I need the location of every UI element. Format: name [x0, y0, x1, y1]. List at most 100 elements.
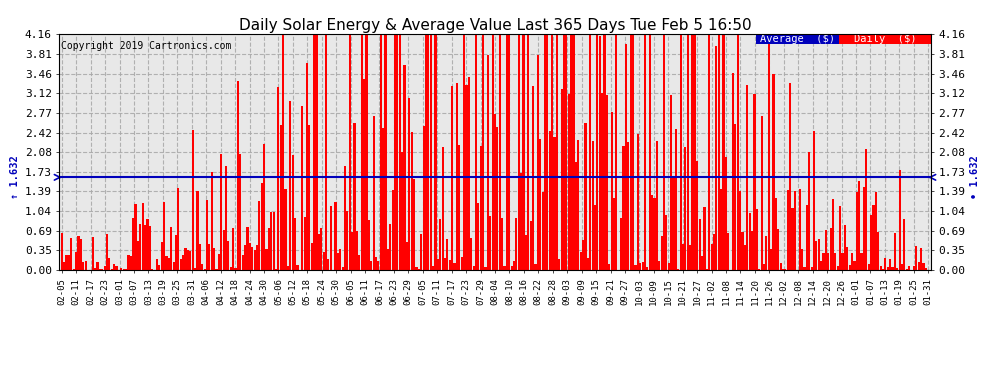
Bar [806, 205, 808, 270]
Bar [587, 258, 589, 270]
Bar [835, 253, 837, 270]
Bar [68, 255, 70, 270]
Bar [925, 268, 927, 270]
Bar [823, 253, 825, 270]
Bar [791, 208, 794, 270]
Bar [389, 225, 391, 270]
Bar [296, 265, 299, 270]
Bar [630, 34, 632, 270]
Bar [382, 128, 384, 270]
Bar [287, 266, 289, 270]
Bar [499, 34, 501, 270]
Bar [735, 124, 737, 270]
Bar [516, 219, 518, 270]
Bar [687, 34, 689, 270]
Bar [756, 34, 840, 44]
Bar [663, 34, 665, 270]
Bar [644, 34, 646, 270]
Bar [258, 201, 260, 270]
Bar [184, 248, 187, 270]
Bar [92, 237, 94, 270]
Bar [504, 266, 506, 270]
Bar [313, 34, 315, 270]
Bar [316, 34, 318, 270]
Bar [613, 198, 615, 270]
Bar [123, 269, 125, 270]
Bar [825, 230, 827, 270]
Bar [891, 267, 894, 270]
Bar [879, 266, 882, 270]
Bar [63, 262, 65, 270]
Bar [816, 241, 818, 270]
Bar [704, 207, 706, 270]
Bar [563, 34, 565, 270]
Bar [799, 189, 801, 270]
Bar [251, 246, 253, 270]
Bar [651, 195, 653, 270]
Bar [337, 254, 339, 270]
Bar [784, 269, 786, 270]
Bar [637, 134, 639, 270]
Bar [277, 87, 279, 270]
Bar [137, 241, 139, 270]
Bar [808, 152, 810, 270]
Bar [813, 131, 815, 270]
Text: Daily  ($): Daily ($) [853, 34, 916, 44]
Bar [472, 266, 474, 270]
Bar [494, 114, 496, 270]
Bar [380, 34, 382, 270]
Bar [442, 147, 444, 270]
Bar [272, 211, 274, 270]
Bar [899, 170, 901, 270]
Bar [903, 219, 906, 270]
Bar [540, 140, 542, 270]
Bar [828, 253, 830, 270]
Bar [496, 127, 498, 270]
Bar [111, 269, 113, 270]
Bar [77, 236, 79, 270]
Bar [691, 34, 694, 270]
Bar [625, 44, 627, 270]
Bar [640, 263, 642, 270]
Bar [72, 269, 75, 270]
Bar [204, 269, 206, 270]
Bar [646, 267, 648, 270]
Bar [599, 36, 601, 270]
Bar [280, 125, 282, 270]
Bar [430, 34, 432, 270]
Bar [294, 219, 296, 270]
Bar [432, 266, 435, 270]
Bar [384, 36, 386, 270]
Bar [803, 267, 806, 270]
Bar [455, 83, 458, 270]
Bar [882, 269, 884, 270]
Bar [706, 268, 708, 270]
Bar [348, 34, 350, 270]
Bar [213, 248, 215, 270]
Bar [340, 249, 342, 270]
Bar [544, 34, 546, 270]
Bar [572, 34, 574, 270]
Bar [575, 162, 577, 270]
Bar [863, 187, 865, 270]
Bar [513, 261, 515, 270]
Bar [732, 73, 735, 270]
Bar [546, 34, 548, 270]
Bar [870, 215, 872, 270]
Bar [753, 94, 755, 270]
Bar [851, 253, 853, 270]
Bar [528, 34, 530, 270]
Bar [475, 34, 477, 270]
Bar [696, 162, 698, 270]
Bar [453, 262, 455, 270]
Bar [120, 268, 123, 270]
Bar [708, 34, 710, 270]
Bar [508, 34, 511, 270]
Bar [779, 262, 782, 270]
Bar [840, 206, 842, 270]
Bar [399, 34, 401, 270]
Bar [606, 95, 608, 270]
Bar [265, 249, 267, 270]
Bar [487, 55, 489, 270]
Bar [125, 269, 127, 270]
